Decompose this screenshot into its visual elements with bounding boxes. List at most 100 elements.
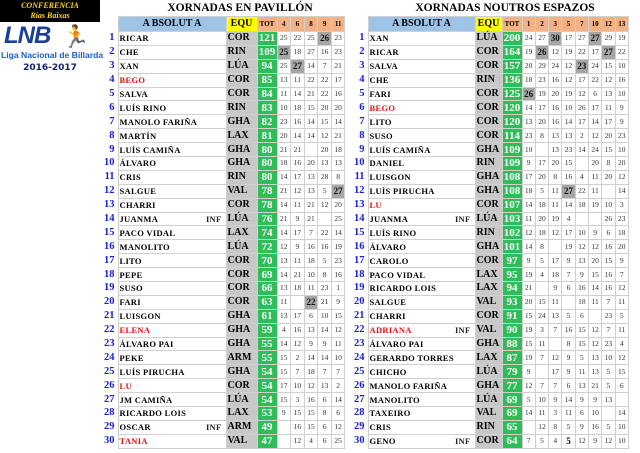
table-row: 7 MANOLO FARIÑA GHA 82 23 16 14 15 14 <box>100 114 346 130</box>
team-code: COR <box>474 128 503 144</box>
round-score: 2 <box>574 128 589 144</box>
name-header: A BSOLUT A <box>117 16 227 32</box>
round-score: 6 <box>601 225 616 241</box>
rank-number: 22 <box>104 324 115 336</box>
round-score: 18 <box>574 294 589 310</box>
rank-number: 4 <box>359 74 365 86</box>
round-score: 12 <box>548 44 563 60</box>
round-score: 14 <box>303 114 319 130</box>
round-score: 23 <box>601 308 616 324</box>
round-score: 7 <box>317 364 332 380</box>
total-score: 83 <box>256 100 278 116</box>
player-name: JM CAMIÑA <box>117 392 227 408</box>
total-score: 93 <box>501 294 523 310</box>
rank-number: 11 <box>104 171 115 183</box>
table-row: 15 LUÍS RINO RIN 102 12 18 12 17 10 9 6 18 <box>350 225 629 241</box>
total-score: 69 <box>256 267 278 283</box>
round-score: 16 <box>290 114 305 130</box>
round-score: 19 <box>548 211 563 227</box>
round-score: 26 <box>521 86 536 102</box>
round-score: 9 <box>561 350 576 366</box>
player-name: ELENA <box>117 322 227 338</box>
player-name: XAN <box>367 31 476 46</box>
team-code: GHA <box>474 336 503 352</box>
table-row: 24 GERARDO TORRES LAX 87 19 7 12 9 5 13 10 12 <box>350 350 629 366</box>
player-name: LU <box>367 197 476 213</box>
round-score: 12 <box>614 350 629 366</box>
round-score: 9 <box>290 239 305 255</box>
round-score: 27 <box>534 31 550 46</box>
table-row: 13 LU COR 107 14 18 11 14 18 19 10 3 <box>350 197 629 213</box>
round-score: 23 <box>534 72 550 88</box>
round-score: 10 <box>587 406 603 421</box>
round-score: 15 <box>601 142 616 158</box>
pavillon-title: XORNADAS EN PAVILLÓN <box>167 2 313 14</box>
team-code: GHA <box>225 364 258 380</box>
total-score: 69 <box>501 406 523 421</box>
inf-badge: INF <box>205 214 222 225</box>
round-score: 10 <box>521 142 536 158</box>
table-row: 12 LUÍS PIRUCHA GHA 108 18 5 11 27 22 11 14 <box>350 183 629 199</box>
team-code: LÚA <box>225 58 258 74</box>
round-score: 13 <box>276 253 292 269</box>
round-score <box>587 308 603 324</box>
round-header: 9 <box>317 16 332 32</box>
round-score: 24 <box>521 31 536 46</box>
round-score: 2 <box>330 378 346 394</box>
round-score: 15 <box>601 253 616 269</box>
total-score: 102 <box>501 225 523 241</box>
inf-badge: INF <box>205 422 222 433</box>
round-score: 18 <box>534 225 550 241</box>
round-score: 8 <box>317 406 332 421</box>
round-score: 25 <box>330 433 346 449</box>
team-code: RIN <box>474 419 503 435</box>
round-score: 4 <box>548 433 563 449</box>
rank-number: 29 <box>354 421 365 433</box>
round-header: 3 <box>548 16 563 32</box>
table-row: 12 SALGUE VAL 78 21 12 13 5 27 <box>100 183 346 199</box>
round-score: 14 <box>614 183 629 199</box>
table-row: 26 LU COR 54 17 10 12 13 2 <box>100 378 346 394</box>
rank-number: 19 <box>354 282 365 294</box>
round-score: 12 <box>534 419 550 435</box>
round-score: 15 <box>276 350 292 366</box>
round-score: 12 <box>521 378 536 394</box>
round-score: 18 <box>303 253 319 269</box>
round-score: 13 <box>276 308 292 324</box>
round-score: 21 <box>587 378 603 394</box>
team-code: LÚA <box>225 239 258 255</box>
total-score: 107 <box>501 197 523 213</box>
round-score: 17 <box>534 156 550 171</box>
table-row: 28 RICARDO LOIS LAX 53 9 15 15 8 6 <box>100 406 346 421</box>
round-score: 3 <box>548 406 563 421</box>
round-score: 22 <box>303 72 319 88</box>
round-header: 8 <box>303 16 319 32</box>
season: 2016-2017 <box>23 63 77 73</box>
total-score: 109 <box>501 156 523 171</box>
round-score: 9 <box>521 156 536 171</box>
player-name: ÁLVARO PAI <box>367 336 476 352</box>
total-score: 72 <box>256 239 278 255</box>
round-score <box>290 294 305 310</box>
team-code: COR <box>225 86 258 102</box>
round-score <box>276 433 292 449</box>
total-score: 114 <box>501 128 523 144</box>
round-score: 14 <box>303 350 319 366</box>
round-score: 17 <box>548 364 563 380</box>
round-score <box>521 419 536 435</box>
round-score: 16 <box>330 86 346 102</box>
round-score: 23 <box>574 58 589 74</box>
team-code: GHA <box>225 114 258 130</box>
round-score: 7 <box>548 378 563 394</box>
round-score: 13 <box>548 308 563 324</box>
round-score: 21 <box>276 183 292 199</box>
total-score: 76 <box>256 211 278 227</box>
rank-number: 14 <box>104 213 115 225</box>
round-score: 5 <box>601 419 616 435</box>
round-score: 23 <box>276 114 292 130</box>
round-score: 20 <box>601 128 616 144</box>
round-score: 10 <box>330 350 346 366</box>
round-score: 19 <box>521 350 536 366</box>
total-score: 108 <box>501 169 523 185</box>
round-score: 7 <box>614 267 629 283</box>
